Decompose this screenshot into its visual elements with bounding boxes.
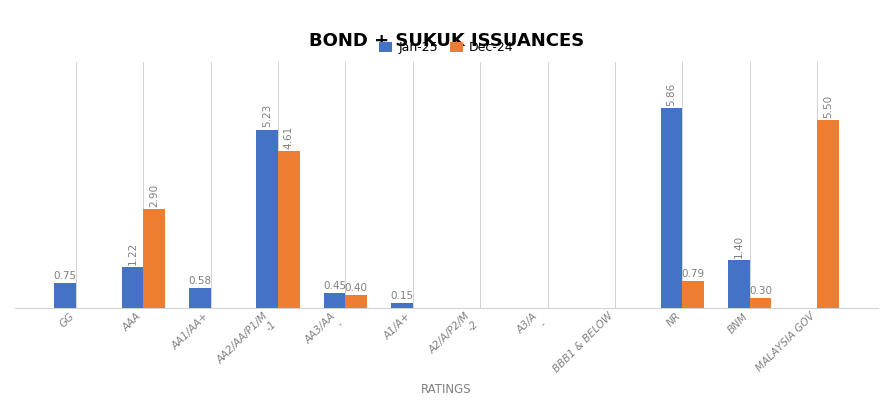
Text: 0.15: 0.15: [390, 291, 413, 301]
Bar: [324, 293, 346, 308]
Bar: [750, 298, 772, 308]
Bar: [189, 289, 211, 308]
Bar: [121, 267, 143, 308]
Text: 0.40: 0.40: [345, 282, 368, 293]
Bar: [256, 129, 278, 308]
Text: 0.30: 0.30: [749, 286, 772, 296]
Bar: [817, 120, 839, 308]
Text: 5.86: 5.86: [666, 83, 677, 106]
Text: 2.90: 2.90: [149, 184, 159, 207]
Text: 1.22: 1.22: [128, 241, 138, 265]
Bar: [54, 283, 76, 308]
Bar: [346, 295, 367, 308]
Text: 0.58: 0.58: [188, 276, 212, 286]
Text: 4.61: 4.61: [284, 125, 294, 149]
Bar: [728, 261, 750, 308]
X-axis label: RATINGS: RATINGS: [421, 383, 472, 396]
Title: BOND + SUKUK ISSUANCES: BOND + SUKUK ISSUANCES: [309, 32, 584, 50]
Bar: [661, 108, 682, 308]
Bar: [391, 303, 413, 308]
Bar: [682, 281, 704, 308]
Bar: [278, 151, 299, 308]
Text: 0.75: 0.75: [54, 270, 77, 281]
Text: 0.45: 0.45: [323, 281, 346, 291]
Text: 1.40: 1.40: [734, 235, 744, 259]
Text: 5.23: 5.23: [263, 104, 272, 127]
Legend: Jan-25, Dec-24: Jan-25, Dec-24: [374, 37, 519, 60]
Text: 0.79: 0.79: [681, 269, 705, 279]
Bar: [143, 209, 165, 308]
Text: 5.50: 5.50: [823, 95, 833, 118]
